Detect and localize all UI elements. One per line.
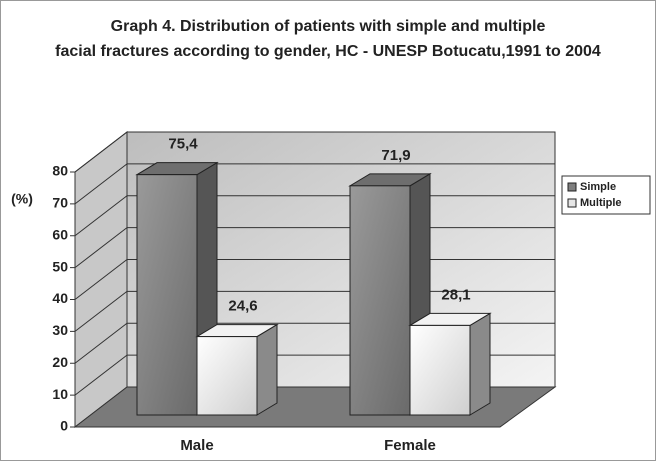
y-tick-label: 70 (52, 195, 68, 211)
value-label: 71,9 (381, 147, 410, 164)
chart-title: Graph 4. Distribution of patients with s… (111, 18, 546, 35)
x-tick-label: Male (180, 437, 213, 454)
chart-title: facial fractures according to gender, HC… (55, 43, 601, 60)
grid-line (74, 322, 128, 364)
y-tick-label: 10 (52, 386, 68, 402)
grid-line (74, 131, 128, 173)
y-tick-label: 80 (52, 163, 68, 179)
y-axis-label: (%) (11, 191, 33, 207)
y-tick-label: 20 (52, 354, 68, 370)
legend-swatch (567, 182, 577, 192)
grid-line (74, 354, 128, 396)
value-label: 28,1 (441, 286, 470, 303)
grid-line (74, 163, 128, 205)
bar-side (469, 312, 491, 416)
x-tick-label: Female (384, 437, 436, 454)
grid-line (74, 259, 128, 300)
bar-side (256, 323, 278, 416)
y-tick-label: 50 (52, 258, 68, 274)
y-tick-label: 40 (52, 290, 68, 306)
bar (136, 174, 198, 416)
bar (196, 336, 258, 416)
value-label: 24,6 (228, 298, 257, 315)
legend-label: Simple (580, 181, 616, 193)
bar (409, 324, 471, 416)
legend (561, 175, 651, 215)
y-tick-label: 0 (60, 418, 68, 434)
legend-swatch (567, 198, 577, 208)
value-label: 75,4 (168, 136, 198, 153)
y-tick-label: 60 (52, 226, 68, 242)
grid-line (74, 227, 128, 269)
grid-line (74, 290, 128, 332)
y-tick-label: 30 (52, 322, 68, 338)
grid-line (74, 195, 128, 237)
legend-label: Multiple (580, 197, 622, 209)
bar (349, 185, 411, 416)
